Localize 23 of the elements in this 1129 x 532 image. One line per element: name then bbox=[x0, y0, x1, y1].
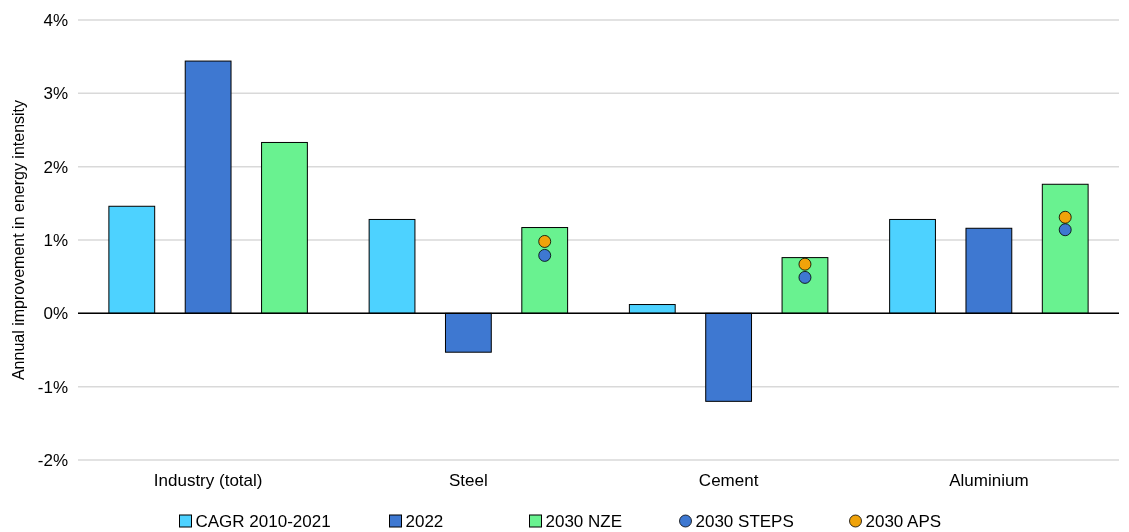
y-tick-label: 3% bbox=[43, 84, 68, 104]
legend-label: 2022 bbox=[405, 511, 444, 531]
legend-label: 2030 NZE bbox=[545, 511, 623, 531]
point bbox=[538, 249, 552, 262]
x-tick-label: Cement bbox=[698, 471, 759, 490]
y-tick-label: 4% bbox=[43, 10, 68, 30]
x-tick-label: Industry (total) bbox=[153, 471, 263, 490]
y-tick-label: 0% bbox=[43, 304, 68, 324]
point bbox=[538, 235, 552, 248]
legend-label: CAGR 2010-2021 bbox=[195, 511, 331, 531]
y-axis-title: Annual improvement in energy intensity bbox=[10, 99, 27, 381]
x-tick-label: Aluminium bbox=[949, 471, 1029, 490]
legend-label: 2030 STEPS bbox=[695, 511, 794, 531]
y-tick-label: 1% bbox=[43, 230, 68, 250]
y-tick-label: 2% bbox=[43, 157, 68, 177]
legend-label: 2030 APS bbox=[865, 511, 942, 531]
point bbox=[1058, 223, 1072, 237]
y-tick-label: -2% bbox=[37, 450, 68, 470]
point bbox=[798, 257, 812, 271]
point bbox=[798, 271, 812, 284]
y-tick-label: -1% bbox=[37, 377, 68, 397]
x-tick-label: Steel bbox=[449, 471, 488, 490]
point bbox=[1058, 210, 1072, 224]
